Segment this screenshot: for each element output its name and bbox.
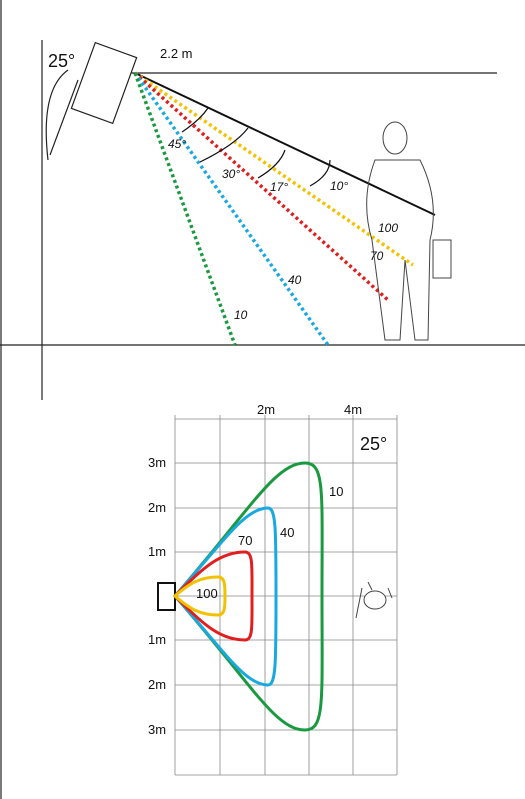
zone-text: 100 xyxy=(378,221,398,235)
person-top xyxy=(355,581,393,619)
sensor-box xyxy=(157,582,176,611)
y-label: 3m xyxy=(148,455,166,470)
zone-label: 100 xyxy=(196,586,218,601)
axis-line xyxy=(134,72,436,216)
height-label: 2.2 m xyxy=(160,46,193,61)
angle-text: 17° xyxy=(270,180,288,194)
angle-label: 25° xyxy=(360,434,387,454)
angle-arcs xyxy=(181,107,331,187)
y-label: 2m xyxy=(148,677,166,692)
grid xyxy=(174,415,398,776)
person xyxy=(366,121,452,341)
zones xyxy=(172,461,324,732)
zone-label: 10 xyxy=(329,484,343,499)
y-label: 1m xyxy=(148,632,166,647)
angle-text: 45° xyxy=(168,137,186,151)
y-label: 1m xyxy=(148,544,166,559)
zone-text: 10 xyxy=(234,308,248,322)
zone-text: 40 xyxy=(288,273,302,287)
y-label: 2m xyxy=(148,500,166,515)
angle-text: 30° xyxy=(222,167,240,181)
zone-label: 40 xyxy=(280,525,294,540)
top-view: 2m 4m 25° 3m 2m 1m 1m 2m 3m 10 40 70 100 xyxy=(148,402,398,776)
x-label: 4m xyxy=(344,402,362,417)
beams xyxy=(133,71,414,347)
x-label: 2m xyxy=(257,402,275,417)
y-label: 3m xyxy=(148,722,166,737)
angle-label: 25° xyxy=(48,51,75,71)
side-view: 25° 2.2 m 45° 30° 17° 10° 100 70 40 10 xyxy=(0,40,525,400)
sensor xyxy=(45,41,138,161)
angle-text: 10° xyxy=(330,179,348,193)
zone-text: 70 xyxy=(370,249,384,263)
zone-label: 70 xyxy=(238,533,252,548)
